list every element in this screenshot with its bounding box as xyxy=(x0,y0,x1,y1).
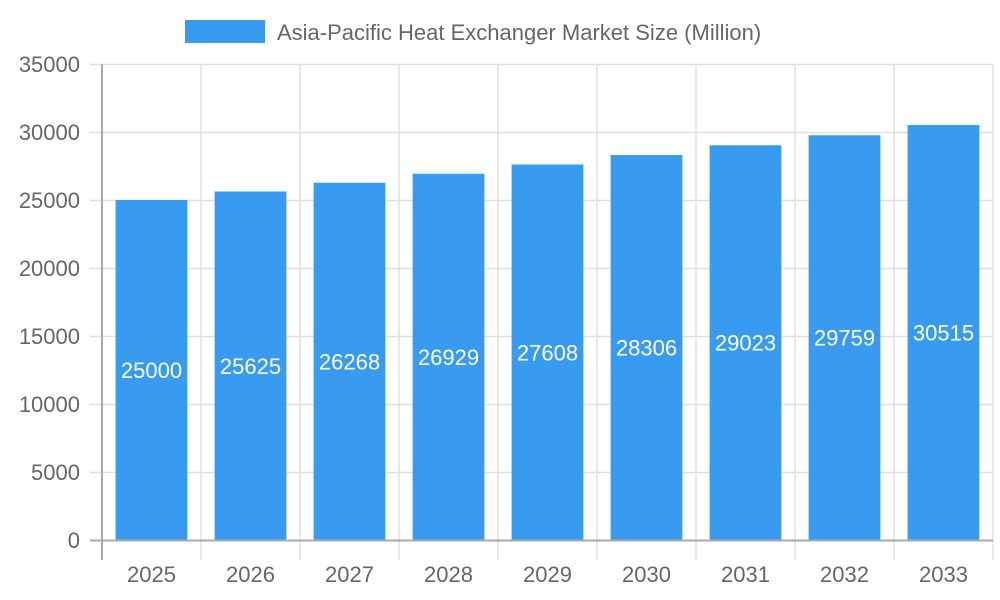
bar xyxy=(115,200,188,540)
x-tick-label: 2030 xyxy=(622,562,671,587)
bar xyxy=(610,155,683,541)
x-tick-label: 2031 xyxy=(721,562,770,587)
y-tick-label: 30000 xyxy=(19,120,80,145)
legend-swatch xyxy=(185,20,265,43)
bar-value-label: 25625 xyxy=(220,354,281,379)
bar xyxy=(709,145,782,540)
x-tick-label: 2025 xyxy=(127,562,176,587)
bar xyxy=(214,191,287,540)
y-axis-ticks: 0 5000 10000 15000 20000 25000 30000 35000 xyxy=(19,52,80,553)
legend-label[interactable]: Asia-Pacific Heat Exchanger Market Size … xyxy=(277,20,761,45)
x-tick-label: 2026 xyxy=(226,562,275,587)
x-axis-ticks: 2025 2026 2027 2028 2029 2030 2031 2032 2033 xyxy=(127,562,968,587)
x-tick-label: 2033 xyxy=(919,562,968,587)
bar-value-label: 26929 xyxy=(418,345,479,370)
x-tick-label: 2027 xyxy=(325,562,374,587)
bar-value-label: 29023 xyxy=(715,331,776,356)
y-tick-label: 0 xyxy=(68,528,80,553)
y-tick-label: 20000 xyxy=(19,256,80,281)
bar xyxy=(412,173,485,540)
legend[interactable]: Asia-Pacific Heat Exchanger Market Size … xyxy=(185,20,761,45)
y-tick-label: 25000 xyxy=(19,188,80,213)
y-tick-label: 35000 xyxy=(19,52,80,77)
x-tick-label: 2029 xyxy=(523,562,572,587)
bar-value-label: 27608 xyxy=(517,340,578,365)
bar xyxy=(907,124,980,540)
bar-value-label: 30515 xyxy=(913,320,974,345)
bars: 25000 25625 26268 26929 27608 28306 29023 29759… xyxy=(115,124,980,541)
bar-value-label: 26268 xyxy=(319,349,380,374)
bar xyxy=(808,135,881,541)
bar-value-label: 25000 xyxy=(121,358,182,383)
x-tick-label: 2028 xyxy=(424,562,473,587)
x-tick-label: 2032 xyxy=(820,562,869,587)
y-tick-label: 15000 xyxy=(19,324,80,349)
bar xyxy=(313,182,386,541)
axes xyxy=(90,64,993,560)
bar-value-label: 28306 xyxy=(616,336,677,361)
bar xyxy=(511,164,584,541)
y-tick-label: 10000 xyxy=(19,392,80,417)
y-tick-label: 5000 xyxy=(31,460,80,485)
bar-value-label: 29759 xyxy=(814,326,875,351)
